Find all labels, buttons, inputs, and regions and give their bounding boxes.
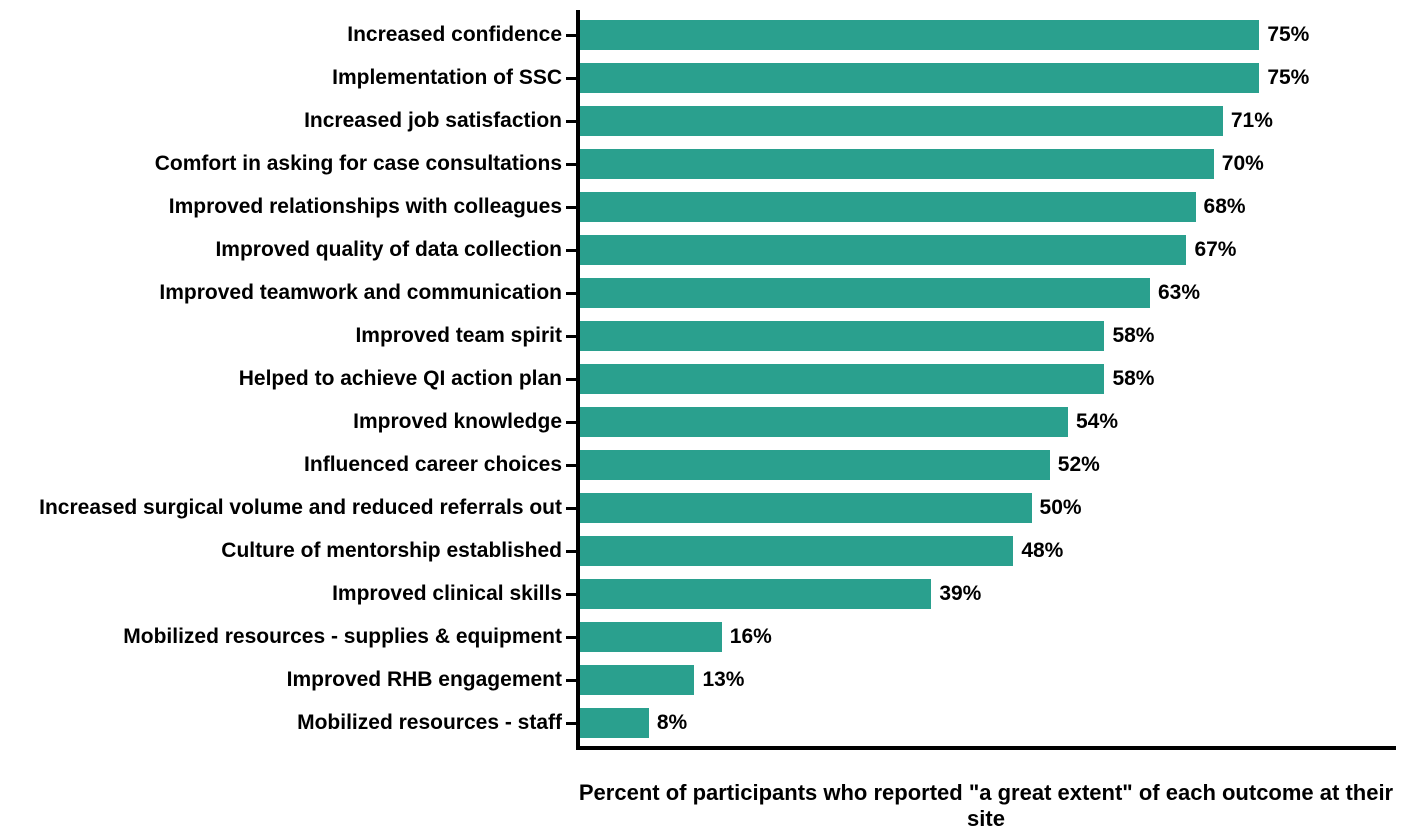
value-label: 48% (1021, 539, 1063, 563)
category-label: Improved quality of data collection (215, 238, 562, 262)
category-label: Improved clinical skills (332, 582, 562, 606)
bar (580, 63, 1259, 93)
x-axis-title: Percent of participants who reported "a … (576, 780, 1396, 832)
value-label: 68% (1204, 195, 1246, 219)
value-label: 63% (1158, 281, 1200, 305)
bar (580, 192, 1196, 222)
category-label: Culture of mentorship established (221, 539, 562, 563)
category-label: Mobilized resources - supplies & equipme… (123, 625, 562, 649)
y-tick (566, 206, 576, 209)
plot-area: Increased confidence75%Implementation of… (576, 10, 1396, 750)
value-label: 58% (1112, 367, 1154, 391)
value-label: 70% (1222, 152, 1264, 176)
category-label: Improved relationships with colleagues (169, 195, 562, 219)
category-label: Implementation of SSC (332, 66, 562, 90)
category-label: Increased surgical volume and reduced re… (39, 496, 562, 520)
category-label: Improved RHB engagement (287, 668, 562, 692)
y-tick (566, 421, 576, 424)
y-tick (566, 464, 576, 467)
x-axis (576, 746, 1396, 750)
y-tick (566, 249, 576, 252)
bar (580, 278, 1150, 308)
category-label: Increased confidence (347, 23, 562, 47)
y-tick (566, 593, 576, 596)
y-tick (566, 34, 576, 37)
category-label: Helped to achieve QI action plan (239, 367, 562, 391)
bar (580, 235, 1186, 265)
bar (580, 364, 1104, 394)
y-tick (566, 378, 576, 381)
bar (580, 622, 722, 652)
value-label: 16% (730, 625, 772, 649)
bar (580, 579, 931, 609)
bar (580, 708, 649, 738)
category-label: Mobilized resources - staff (297, 711, 562, 735)
category-label: Comfort in asking for case consultations (155, 152, 562, 176)
y-tick (566, 77, 576, 80)
y-tick (566, 679, 576, 682)
category-label: Increased job satisfaction (304, 109, 562, 133)
bar (580, 106, 1223, 136)
y-tick (566, 120, 576, 123)
y-tick (566, 636, 576, 639)
value-label: 75% (1267, 23, 1309, 47)
y-tick (566, 507, 576, 510)
bar (580, 407, 1068, 437)
y-tick (566, 163, 576, 166)
bar (580, 665, 694, 695)
value-label: 50% (1040, 496, 1082, 520)
bar-chart: Increased confidence 75% Implementation of… (0, 0, 1416, 825)
value-label: 13% (702, 668, 744, 692)
bar (580, 20, 1259, 50)
category-label: Improved teamwork and communication (159, 281, 562, 305)
value-label: 75% (1267, 66, 1309, 90)
value-label: 71% (1231, 109, 1273, 133)
value-label: 39% (939, 582, 981, 606)
value-label: 52% (1058, 453, 1100, 477)
bar (580, 149, 1214, 179)
value-label: 8% (657, 711, 687, 735)
bar (580, 536, 1013, 566)
y-tick (566, 722, 576, 725)
y-tick (566, 335, 576, 338)
category-label: Influenced career choices (304, 453, 562, 477)
bar (580, 493, 1032, 523)
y-tick (566, 550, 576, 553)
bar (580, 321, 1104, 351)
value-label: 58% (1112, 324, 1154, 348)
category-label: Improved knowledge (353, 410, 562, 434)
y-tick (566, 292, 576, 295)
value-label: 54% (1076, 410, 1118, 434)
category-label: Improved team spirit (355, 324, 562, 348)
bar (580, 450, 1050, 480)
value-label: 67% (1194, 238, 1236, 262)
